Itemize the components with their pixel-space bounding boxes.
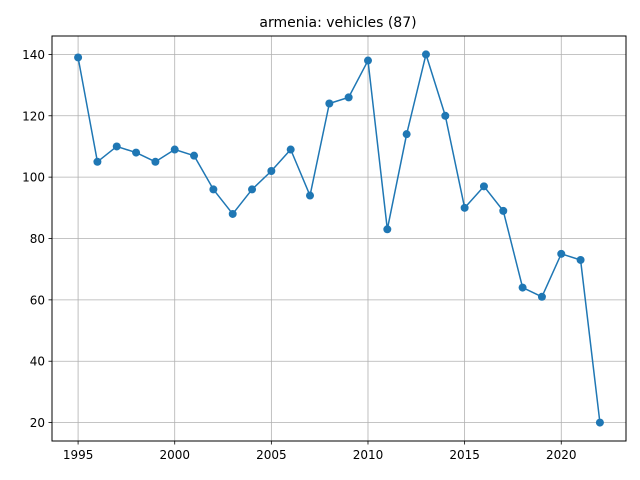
x-tick-label: 1995 — [63, 448, 94, 462]
data-point — [248, 185, 257, 194]
grid — [52, 36, 626, 441]
y-tick-label: 100 — [22, 171, 45, 185]
data-point — [151, 157, 160, 166]
y-tick-label: 80 — [30, 232, 45, 246]
x-tick-label: 2015 — [449, 448, 480, 462]
data-point — [441, 111, 450, 120]
x-tick-label: 2005 — [256, 448, 287, 462]
data-point — [112, 142, 121, 151]
x-tick-label: 2010 — [353, 448, 384, 462]
y-tick-label: 40 — [30, 355, 45, 369]
y-tick-label: 60 — [30, 293, 45, 307]
data-point — [402, 130, 411, 139]
data-point — [499, 206, 508, 215]
data-point — [190, 151, 199, 160]
series-line — [77, 53, 601, 423]
data-point — [93, 157, 102, 166]
data-point — [286, 145, 295, 154]
x-tick-label: 2000 — [159, 448, 190, 462]
chart-title: armenia: vehicles (87) — [259, 15, 416, 31]
data-point — [74, 53, 83, 62]
data-point — [325, 99, 334, 108]
data-point — [595, 418, 604, 427]
x-tick-label: 2020 — [546, 448, 577, 462]
data-point — [209, 185, 218, 194]
data-point — [344, 93, 353, 102]
data-point — [479, 182, 488, 191]
data-point — [576, 255, 585, 264]
data-point — [460, 203, 469, 212]
y-tick-label: 120 — [22, 109, 45, 123]
ticks: 1995 2000 2005 2010 2015 20202040608010012014… — [22, 48, 576, 462]
data-point — [518, 283, 527, 292]
data-point — [306, 191, 315, 200]
data-point — [363, 56, 372, 65]
data-point — [228, 209, 237, 218]
data-point — [267, 167, 276, 175]
series-group — [74, 50, 604, 427]
data-point — [170, 145, 179, 154]
y-tick-label: 20 — [30, 416, 45, 430]
data-point — [421, 50, 430, 59]
data-point — [132, 148, 141, 157]
data-point — [537, 292, 546, 301]
y-tick-label: 140 — [22, 48, 45, 62]
data-point — [557, 249, 566, 258]
data-point — [383, 225, 392, 234]
